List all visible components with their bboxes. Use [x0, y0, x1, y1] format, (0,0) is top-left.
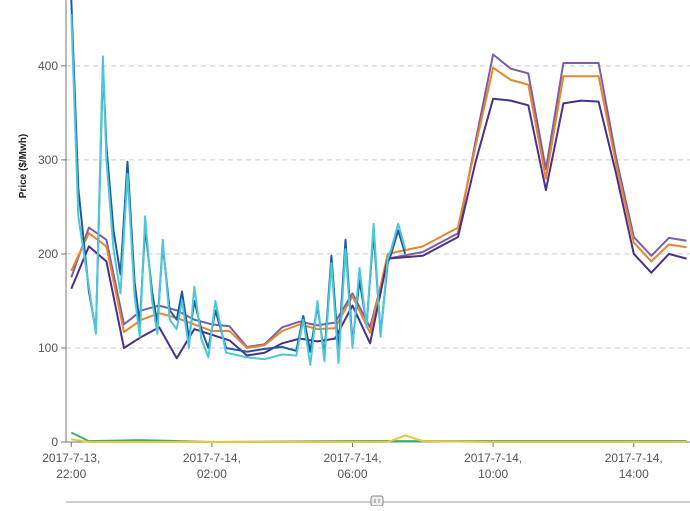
x-tick-label-time-4: 14:00	[619, 467, 649, 481]
y-tick-label-200: 200	[38, 247, 58, 261]
y-tick-label-0: 0	[51, 435, 58, 449]
x-tick-label-date-1: 2017-7-14,	[183, 451, 241, 465]
x-tick-label-time-1: 02:00	[197, 467, 227, 481]
axis-layer	[61, 0, 690, 447]
series-line-2	[70, 97, 687, 360]
x-tick-label-date-2: 2017-7-14,	[323, 451, 381, 465]
x-tick-label-date-3: 2017-7-14,	[464, 451, 522, 465]
series-line-6	[71, 434, 687, 443]
y-tick-label-400: 400	[38, 59, 58, 73]
series-line-4	[70, 14, 407, 366]
y-tick-label-300: 300	[38, 153, 58, 167]
y-tick-label-100: 100	[38, 341, 58, 355]
x-tick-label-time-3: 10:00	[478, 467, 508, 481]
y-axis-label: Price ($/Mwh)	[18, 134, 29, 198]
x-tick-label-date-4: 2017-7-14,	[605, 451, 663, 465]
x-tick-label-time-0: 22:00	[56, 467, 86, 481]
range-slider-handle[interactable]	[370, 495, 384, 507]
series-line-1	[70, 66, 687, 349]
x-tick-label-time-2: 06:00	[337, 467, 367, 481]
series-line-5	[70, 431, 687, 443]
x-tick-label-date-0: 2017-7-13,	[42, 451, 100, 465]
label-layer: 0 100 200 300 400 2017-7-13, 22:00 2017-7-14, 02…	[38, 59, 663, 481]
series-layer	[70, 0, 687, 443]
